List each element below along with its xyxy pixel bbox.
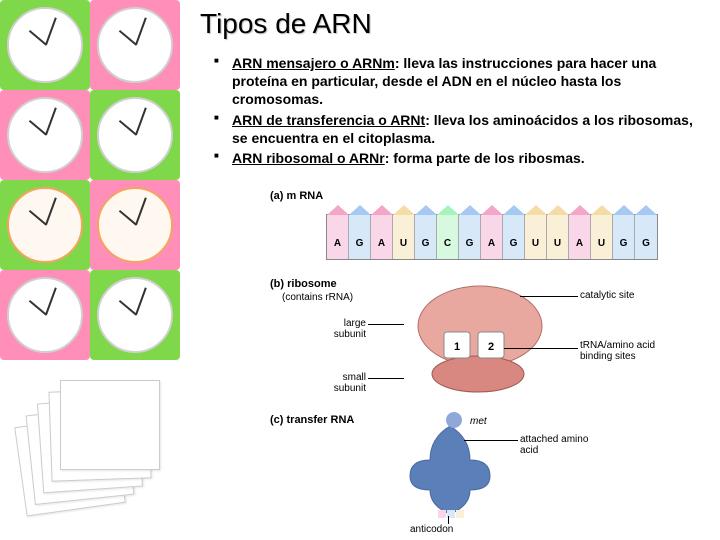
clock-face	[97, 187, 173, 263]
mrna-base: U	[525, 215, 547, 259]
clock-tile	[0, 0, 90, 90]
label-small-subunit: small subunit	[316, 372, 366, 394]
pointer-line	[504, 348, 578, 349]
bullet-head: ARN de transferencia o ARNt	[232, 112, 425, 128]
clock-face	[97, 7, 173, 83]
paper-sheet	[60, 380, 160, 470]
site-2: 2	[488, 341, 494, 353]
mrna-base: G	[613, 215, 635, 259]
mrna-base: G	[459, 215, 481, 259]
mrna-base: A	[327, 215, 349, 259]
mrna-base: G	[503, 215, 525, 259]
rna-diagram: (a) m RNA AGAUGCGAGUUAUGG (b) ribosome (…	[270, 190, 700, 530]
bullet-tail: : forma parte de los ribosmas.	[385, 150, 585, 166]
mrna-base: U	[393, 215, 415, 259]
clock-tile	[90, 180, 180, 270]
clock-tile	[90, 90, 180, 180]
pointer-line	[368, 378, 404, 379]
mrna-base: A	[481, 215, 503, 259]
label-b-sub: (contains rRNA)	[282, 292, 353, 303]
mrna-base: G	[635, 215, 657, 259]
bullet-item: ARN de transferencia o ARNt: lleva los a…	[218, 111, 710, 147]
ribosome-shape: 1 2	[400, 280, 560, 400]
mrna-base: A	[569, 215, 591, 259]
mrna-base: G	[349, 215, 371, 259]
label-met: met	[470, 416, 487, 427]
pointer-line	[368, 324, 404, 325]
bullet-item: ARN ribosomal o ARNr: forma parte de los…	[218, 149, 710, 167]
label-c: (c) transfer RNA	[270, 414, 354, 426]
clock-face	[97, 97, 173, 173]
pointer-line	[448, 516, 449, 524]
trna-shape	[390, 412, 510, 522]
mrna-base: G	[415, 215, 437, 259]
clock-face	[7, 187, 83, 263]
label-large-subunit: large subunit	[316, 318, 366, 340]
mrna-base: U	[591, 215, 613, 259]
label-trna-binding: tRNA/amino acid binding sites	[580, 340, 680, 362]
clock-face	[97, 277, 173, 353]
clock-tile	[0, 180, 90, 270]
bullet-head: ARN mensajero o ARNm	[232, 55, 395, 71]
bullet-head: ARN ribosomal o ARNr	[232, 150, 385, 166]
clock-face	[7, 7, 83, 83]
clock-tile	[0, 270, 90, 360]
main-content: Tipos de ARN ARN mensajero o ARNm: lleva…	[200, 8, 710, 169]
label-catalytic: catalytic site	[580, 290, 634, 301]
label-anticodon: anticodon	[410, 524, 453, 535]
pointer-line	[520, 296, 578, 297]
site-1: 1	[454, 341, 460, 353]
clock-face	[7, 277, 83, 353]
clock-tile	[90, 0, 180, 90]
mrna-base: A	[371, 215, 393, 259]
mrna-sequence: AGAUGCGAGUUAUGG	[326, 214, 658, 260]
label-a: (a) m RNA	[270, 190, 323, 202]
bullet-item: ARN mensajero o ARNm: lleva las instrucc…	[218, 54, 710, 109]
bullet-list: ARN mensajero o ARNm: lleva las instrucc…	[200, 54, 710, 167]
mrna-base: C	[437, 215, 459, 259]
mrna-base: U	[547, 215, 569, 259]
pointer-line	[464, 440, 518, 441]
clock-face	[7, 97, 83, 173]
clock-tile	[90, 270, 180, 360]
label-b: (b) ribosome	[270, 278, 337, 290]
paper-stack	[0, 360, 180, 520]
sidebar-decorative	[0, 0, 190, 540]
page-title: Tipos de ARN	[200, 8, 710, 40]
clock-tile	[0, 90, 90, 180]
label-attached: attached amino acid	[520, 434, 600, 456]
